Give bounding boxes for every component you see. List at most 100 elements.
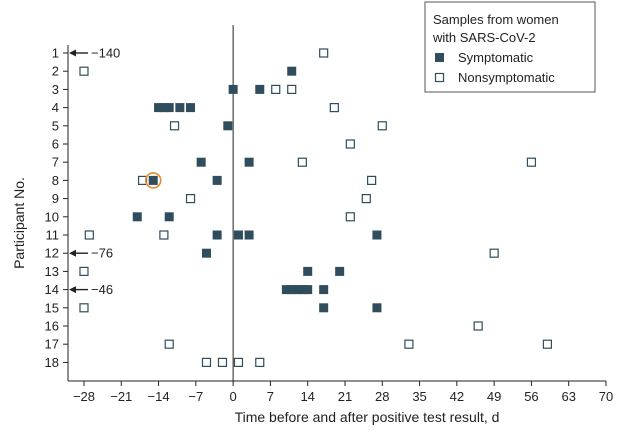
nonsymptomatic-point (164, 339, 174, 349)
y-tick-label: 4 (52, 100, 59, 115)
symptomatic-point (297, 285, 307, 295)
legend-box (424, 1, 596, 93)
y-tick-label: 18 (45, 355, 59, 370)
nonsymptomatic-point (542, 339, 553, 349)
nonsymptomatic-point (169, 121, 180, 131)
nonsymptomatic-point (217, 357, 228, 367)
symptomatic-point (164, 103, 174, 113)
nonsymptomatic-point (201, 357, 212, 367)
y-tick-label: 12 (45, 246, 59, 261)
legend-title-line-1: Samples from women (433, 12, 559, 27)
y-tick-label: 11 (46, 228, 60, 243)
legend-swatch-symptomatic (435, 53, 444, 62)
nonsymptomatic-point (79, 303, 89, 313)
symptomatic-point (212, 175, 222, 185)
nonsymptomatic-point (345, 139, 355, 149)
nonsymptomatic-point (233, 357, 244, 367)
offscale-label: −76 (91, 246, 113, 261)
legend-label-symptomatic: Symptomatic (458, 50, 534, 65)
x-tick-label: 14 (300, 389, 314, 404)
y-tick-label: 15 (45, 300, 59, 315)
nonsymptomatic-point (271, 84, 281, 95)
x-tick-label: 28 (375, 389, 389, 404)
x-tick-label: 49 (487, 389, 501, 404)
x-tick-label: 21 (338, 389, 352, 404)
nonsymptomatic-point (526, 157, 537, 167)
symptomatic-point (164, 212, 174, 222)
symptomatic-point (244, 230, 254, 240)
y-tick-label: 1 (52, 46, 59, 61)
symptomatic-point (335, 266, 345, 276)
symptomatic-point (303, 266, 313, 276)
y-tick-label: 3 (52, 82, 59, 97)
offscale-annotations: −140 −76 −46 (69, 46, 120, 297)
nonsymptomatic-point (377, 121, 387, 131)
x-tick-label: −14 (148, 389, 170, 404)
symptomatic-point (196, 157, 206, 167)
symptomatic-point (319, 303, 329, 313)
y-tick-label: 8 (52, 173, 59, 188)
nonsymptomatic-point (84, 230, 94, 240)
nonsymptomatic-point (361, 194, 371, 204)
y-tick-label: 14 (45, 282, 59, 297)
highlight-ring (144, 172, 162, 189)
nonsymptomatic-point (319, 48, 329, 58)
symptomatic-point (287, 66, 297, 76)
symptomatic-point (303, 285, 313, 295)
nonsymptomatic-point (137, 175, 148, 185)
y-tick-label: 2 (52, 64, 59, 79)
nonsymptomatic-point (185, 194, 196, 204)
nonsymptomatic-point (473, 321, 483, 331)
nonsymptomatic-point (367, 175, 377, 185)
legend-title-line-2: with SARS-CoV-2 (432, 30, 536, 45)
y-tick-label: 6 (52, 137, 59, 152)
x-tick-label: 70 (599, 389, 613, 404)
symptomatic-point (292, 285, 302, 295)
x-tick-label: 7 (267, 389, 274, 404)
y-tick-label: 9 (52, 191, 59, 206)
legend-swatch-nonsymptomatic (434, 72, 445, 83)
offscale-label: −46 (91, 282, 113, 297)
x-tick-label: 0 (230, 389, 237, 404)
nonsymptomatic-point (297, 157, 307, 167)
symptomatic-point (212, 230, 222, 240)
x-tick-label: 63 (561, 389, 575, 404)
symptomatic-point (228, 84, 238, 94)
symptomatic-point (372, 230, 382, 240)
x-tick-label: −7 (188, 389, 203, 404)
symptomatic-point (372, 303, 382, 313)
legend: Samples from women with SARS-CoV-2 Sympt… (424, 1, 596, 93)
nonsymptomatic-point (79, 66, 89, 76)
x-tick-label: 42 (450, 389, 464, 404)
y-tick-label: 7 (52, 155, 59, 170)
offscale-arrow-head (69, 49, 76, 57)
data-marks (79, 48, 553, 367)
symptomatic-point (287, 285, 297, 295)
x-tick-label: −28 (73, 389, 95, 404)
nonsymptomatic-point (489, 248, 499, 258)
symptomatic-point (175, 103, 185, 113)
symptomatic-point (233, 230, 243, 240)
symptomatic-point (154, 103, 164, 113)
symptomatic-point (186, 103, 196, 113)
y-tick-label: 13 (45, 264, 59, 279)
symptomatic-point (159, 103, 169, 113)
symptomatic-point (201, 248, 211, 258)
symptomatic-point (132, 212, 142, 222)
legend-label-nonsymptomatic: Nonsymptomatic (458, 70, 555, 85)
x-tick-label: 56 (524, 389, 538, 404)
x-axis-title: Time before and after positive test resu… (235, 409, 500, 425)
nonsymptomatic-point (79, 266, 89, 276)
symptomatic-point (255, 84, 265, 94)
offscale-label: −140 (91, 46, 120, 61)
y-tick-label: 17 (45, 337, 59, 352)
y-axis-title: Participant No. (11, 177, 27, 269)
nonsymptomatic-point (255, 357, 265, 367)
nonsymptomatic-point (404, 339, 414, 349)
x-tick-label: 35 (412, 389, 426, 404)
offscale-arrow-head (69, 249, 76, 257)
nonsymptomatic-point (329, 102, 339, 113)
y-tick-label: 16 (45, 319, 59, 334)
